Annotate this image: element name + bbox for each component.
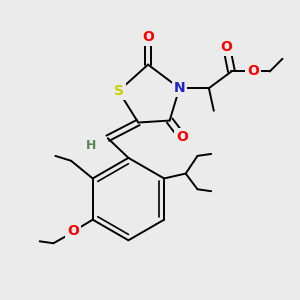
Text: O: O — [176, 130, 188, 144]
Text: O: O — [220, 40, 232, 54]
Text: H: H — [86, 139, 96, 152]
Text: N: N — [174, 81, 185, 95]
Text: O: O — [142, 30, 154, 44]
Text: O: O — [247, 64, 259, 79]
Text: S: S — [114, 84, 124, 98]
Text: O: O — [67, 224, 79, 239]
